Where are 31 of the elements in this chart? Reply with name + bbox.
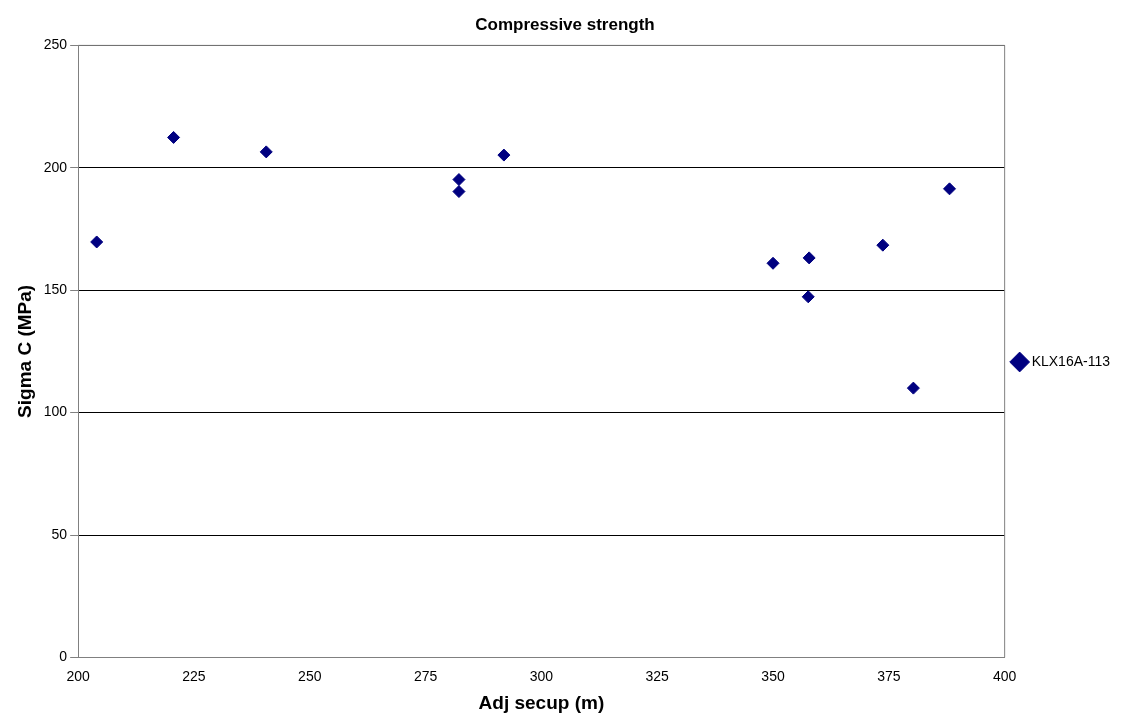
point [452,173,466,187]
point [90,235,104,249]
y-tick-label: 0 [59,648,68,665]
x-tick-label: 275 [413,667,438,684]
x-tick-label: 300 [529,667,554,684]
x-tick-label: 250 [298,667,322,684]
y-tick-label: 100 [43,403,68,420]
x-tick-label: 200 [66,667,91,684]
point [497,148,511,162]
x-tick-label: 400 [992,667,1017,684]
x-tick-label: 375 [877,667,901,684]
point [906,381,920,395]
y-axis-title: Sigma C (MPa) [13,284,35,418]
y-tick-label: 50 [51,525,68,542]
point [766,256,780,270]
y-tick-label: 150 [43,281,68,298]
x-axis-title: Adj secup (m) [478,691,605,713]
point [801,290,815,304]
point [259,145,273,159]
point [452,185,466,199]
y-tick-label: 200 [43,158,68,175]
legend-label: KLX16A-113 [1031,352,1111,369]
x-tick-label: 225 [182,667,206,684]
point [876,238,890,252]
x-tick-label: 325 [645,667,670,684]
y-tick-label: 250 [43,36,68,53]
point [943,182,957,196]
point [802,251,816,265]
chart-title: Compressive strength [475,14,655,34]
x-tick-label: 350 [761,667,785,684]
point [167,130,181,144]
